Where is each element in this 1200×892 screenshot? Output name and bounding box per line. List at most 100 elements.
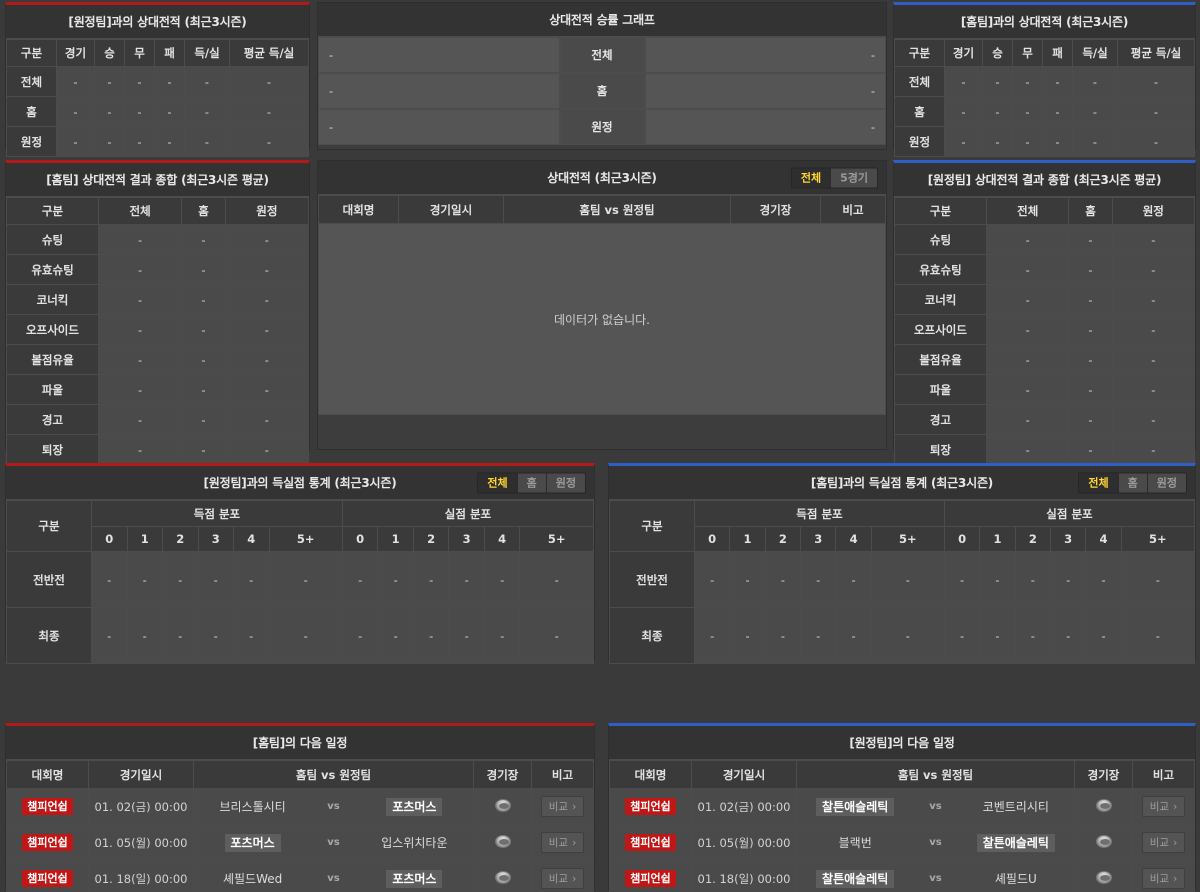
home-team[interactable]: 포츠머스 — [194, 834, 311, 852]
column-header: 비고 — [1132, 760, 1195, 789]
compare-button[interactable]: 비교 › — [540, 868, 585, 889]
cell: - — [1042, 126, 1073, 157]
panel-header: [원정팀] 상대전적 결과 종합 (최근3시즌 평균) — [894, 163, 1195, 197]
panel-title: [홈팀]의 다음 일정 — [252, 736, 348, 750]
column-header: 경기 — [56, 39, 95, 67]
cell: - — [229, 126, 309, 157]
away-team[interactable]: 포츠머스 — [356, 870, 473, 888]
cell: - — [97, 374, 183, 405]
stadium-icon[interactable] — [1095, 834, 1112, 848]
compare-button[interactable]: 비교 › — [1141, 832, 1186, 853]
compare-cell: 비교 › — [531, 788, 594, 825]
row-label: 최종 — [609, 607, 695, 664]
cell: - — [1012, 66, 1043, 97]
compare-label: 비교 — [1149, 801, 1170, 813]
column-header: 승 — [94, 39, 125, 67]
bucket-header: 2 — [162, 526, 199, 552]
match-datetime: 01. 02(금) 00:00 — [691, 788, 797, 825]
match-datetime: 01. 05(월) 00:00 — [88, 824, 194, 861]
cell: - — [224, 254, 310, 285]
away-team[interactable]: 찰튼애슬레틱 — [958, 834, 1074, 852]
cell: - — [1072, 126, 1118, 157]
stadium-cell — [1074, 824, 1133, 861]
tab-away[interactable]: 원정 — [546, 473, 585, 492]
home-team[interactable]: 찰튼애슬레틱 — [797, 870, 913, 888]
table-row: 오프사이드 - - - — [6, 314, 310, 345]
schedule-away-table: 대회명 경기일시 홈팀 vs 원정팀 경기장 비고 챔피언쉽 01. 02(금) … — [609, 760, 1195, 892]
cell: - — [729, 551, 766, 608]
record-list-tabs[interactable]: 전체 5경기 — [790, 167, 878, 188]
tab-home[interactable]: 홈 — [1118, 473, 1148, 492]
teams: 찰튼애슬레틱 vs 코벤트리시티 — [797, 798, 1074, 816]
table-row[interactable]: 챔피언쉽 01. 05(월) 00:00 포츠머스 vs 입스위치타운 비교 › — [6, 824, 594, 861]
teams: 포츠머스 vs 입스위치타운 — [194, 834, 473, 852]
away-team[interactable]: 코벤트리시티 — [982, 800, 1049, 814]
table-row: 전반전 - - - - - - - - - - - - — [609, 551, 1196, 608]
bucket-header: 4 — [835, 526, 872, 552]
row-label: 파울 — [6, 374, 99, 405]
distribution-away-tabs[interactable]: 전체 홈 원정 — [477, 472, 586, 493]
bucket-header: 0 — [341, 526, 379, 552]
winrate-home-value: - — [318, 73, 560, 109]
tab-all[interactable]: 전체 — [478, 473, 518, 492]
tab-home[interactable]: 홈 — [517, 473, 547, 492]
panel-title: [홈팀] 상대전적 결과 종합 (최근3시즌 평균) — [46, 173, 269, 187]
column-header-conceded: 실점 분포 — [943, 500, 1196, 527]
tab-all[interactable]: 전체 — [1079, 473, 1119, 492]
cell: - — [979, 551, 1016, 608]
table-row[interactable]: 챔피언쉽 01. 05(월) 00:00 블랙번 vs 찰튼애슬레틱 비교 › — [609, 824, 1195, 861]
home-team[interactable]: 블랙번 — [838, 836, 872, 850]
cell: - — [944, 126, 983, 157]
bucket-header: 4 — [233, 526, 270, 552]
cell: - — [154, 66, 185, 97]
compare-button[interactable]: 비교 › — [1141, 796, 1186, 817]
home-team[interactable]: 찰튼애슬레틱 — [797, 798, 913, 816]
home-team[interactable]: 브리스톨시티 — [219, 800, 286, 814]
winrate-row: - 원정 - — [318, 109, 886, 145]
cell: - — [985, 284, 1070, 315]
stadium-icon[interactable] — [494, 870, 511, 884]
column-header: 경기장 — [1074, 760, 1133, 789]
column-header: 구분 — [894, 197, 987, 225]
cell: - — [224, 434, 310, 465]
record-list-header-table: 대회명 경기일시 홈팀 vs 원정팀 경기장 비고 — [318, 195, 886, 224]
tab-last-five[interactable]: 5경기 — [831, 168, 877, 187]
column-header: 홈팀 vs 원정팀 — [503, 195, 731, 224]
stadium-icon[interactable] — [494, 798, 511, 812]
bucket-header: 1 — [377, 526, 414, 552]
cell: - — [56, 96, 95, 127]
bucket-header: 1 — [126, 526, 163, 552]
away-team[interactable]: 입스위치타운 — [381, 836, 448, 850]
league-cell: 챔피언쉽 — [609, 860, 692, 892]
cell: - — [233, 607, 270, 664]
stadium-icon[interactable] — [1095, 870, 1112, 884]
row-label: 슈팅 — [894, 224, 987, 255]
home-team[interactable]: 셰필드Wed — [222, 872, 283, 886]
table-row[interactable]: 챔피언쉽 01. 02(금) 00:00 브리스톨시티 vs 포츠머스 비교 › — [6, 788, 594, 825]
away-team[interactable]: 포츠머스 — [356, 798, 473, 816]
distribution-home-tabs[interactable]: 전체 홈 원정 — [1078, 472, 1187, 493]
tab-all[interactable]: 전체 — [791, 168, 832, 187]
bucket-header: 3 — [197, 526, 234, 552]
table-row[interactable]: 챔피언쉽 01. 18(일) 00:00 찰튼애슬레틱 vs 셰필드U 비교 › — [609, 860, 1195, 892]
panel-header: [홈팀]의 다음 일정 — [6, 726, 594, 760]
column-header: 경기일시 — [88, 760, 194, 789]
cell: - — [1072, 96, 1118, 127]
cell: - — [448, 551, 485, 608]
table-row[interactable]: 챔피언쉽 01. 18(일) 00:00 셰필드Wed vs 포츠머스 비교 › — [6, 860, 594, 892]
cell: - — [268, 607, 343, 664]
stadium-icon[interactable] — [1095, 798, 1112, 812]
compare-button[interactable]: 비교 › — [540, 796, 585, 817]
row-label: 경고 — [6, 404, 99, 435]
column-header: 대회명 — [609, 760, 692, 789]
tab-away[interactable]: 원정 — [1147, 473, 1186, 492]
compare-button[interactable]: 비교 › — [540, 832, 585, 853]
cell: - — [162, 551, 199, 608]
compare-button[interactable]: 비교 › — [1141, 868, 1186, 889]
stadium-icon[interactable] — [494, 834, 511, 848]
cell: - — [97, 404, 183, 435]
table-row[interactable]: 챔피언쉽 01. 02(금) 00:00 찰튼애슬레틱 vs 코벤트리시티 비교 › — [609, 788, 1195, 825]
cell: - — [1014, 607, 1052, 664]
row-label: 전체 — [894, 66, 945, 97]
away-team[interactable]: 셰필드U — [994, 872, 1037, 886]
